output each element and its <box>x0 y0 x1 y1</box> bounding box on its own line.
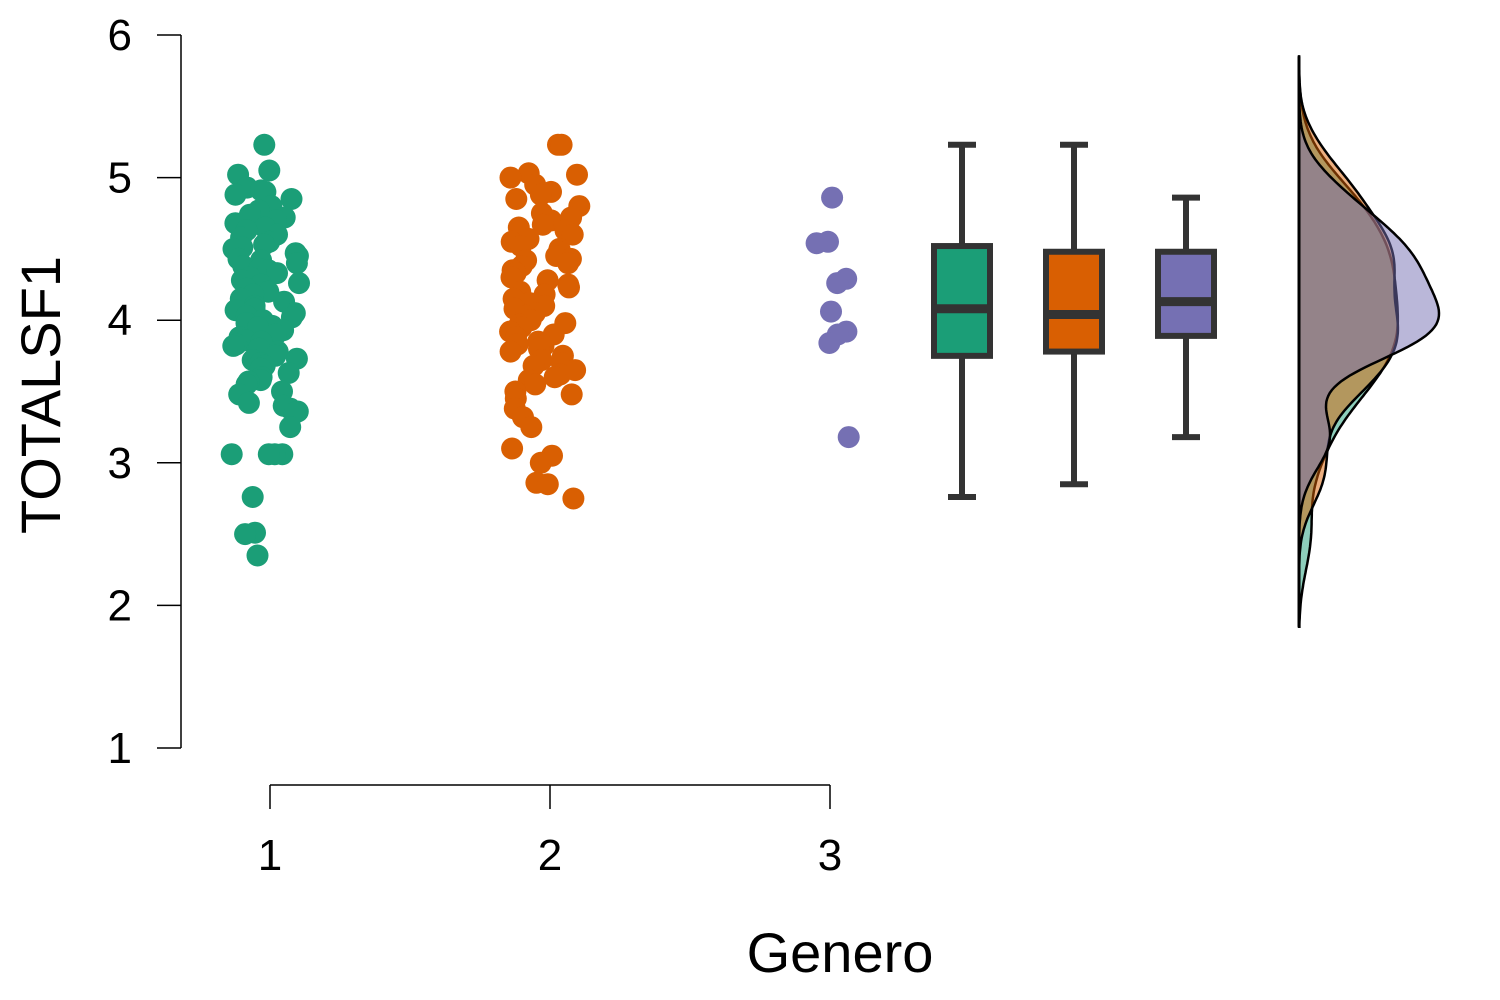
data-point <box>557 252 580 275</box>
data-point <box>266 262 288 285</box>
data-point <box>246 544 269 567</box>
box-plots <box>931 141 1217 501</box>
data-point <box>285 252 308 275</box>
data-point <box>279 416 302 439</box>
data-point <box>234 523 257 546</box>
y-axis-title: TOTALSF1 <box>9 256 72 534</box>
data-point <box>820 300 842 323</box>
data-point <box>288 272 310 295</box>
data-point <box>558 276 580 299</box>
data-point <box>520 416 543 439</box>
data-point <box>257 443 280 466</box>
data-point <box>224 183 247 206</box>
data-point <box>277 362 300 384</box>
y-axis: 1 2 3 4 5 6 <box>108 11 182 773</box>
data-point <box>499 166 522 189</box>
data-point <box>501 437 524 460</box>
box-body <box>1155 248 1217 339</box>
data-point <box>280 188 303 210</box>
density-curves <box>1297 55 1441 629</box>
data-point <box>505 188 528 210</box>
data-point <box>524 373 547 396</box>
data-point <box>543 366 566 389</box>
data-point <box>550 133 573 156</box>
data-point <box>562 487 585 510</box>
data-point <box>818 332 841 354</box>
data-point <box>222 334 245 357</box>
jitter-points <box>220 133 860 567</box>
data-point <box>536 473 559 496</box>
data-point <box>258 159 281 182</box>
y-tick-label: 4 <box>108 296 132 345</box>
data-point <box>220 443 243 466</box>
data-point <box>531 213 554 236</box>
box-body <box>1043 248 1105 355</box>
y-tick-label: 6 <box>108 11 132 60</box>
y-tick-label: 1 <box>108 724 132 773</box>
data-point <box>560 383 583 406</box>
data-point <box>253 133 276 156</box>
x-tick-label: 2 <box>538 831 562 880</box>
x-tick-label: 3 <box>818 831 842 880</box>
data-point <box>499 340 522 363</box>
data-point <box>821 186 844 209</box>
data-point <box>566 163 588 186</box>
y-tick-label: 3 <box>108 439 132 488</box>
y-tick-label: 2 <box>108 581 132 630</box>
y-tick-label: 5 <box>108 154 132 203</box>
data-point <box>837 426 860 449</box>
data-point <box>529 451 552 474</box>
data-point <box>241 486 264 508</box>
data-point <box>529 183 552 206</box>
x-axis: 1 2 3 <box>258 784 842 880</box>
box-body <box>931 243 993 359</box>
data-point <box>826 272 849 295</box>
x-axis-title: Genero <box>747 921 934 984</box>
x-tick-label: 1 <box>258 831 282 880</box>
data-point <box>805 232 828 255</box>
data-point <box>561 223 584 246</box>
data-point <box>237 391 260 414</box>
